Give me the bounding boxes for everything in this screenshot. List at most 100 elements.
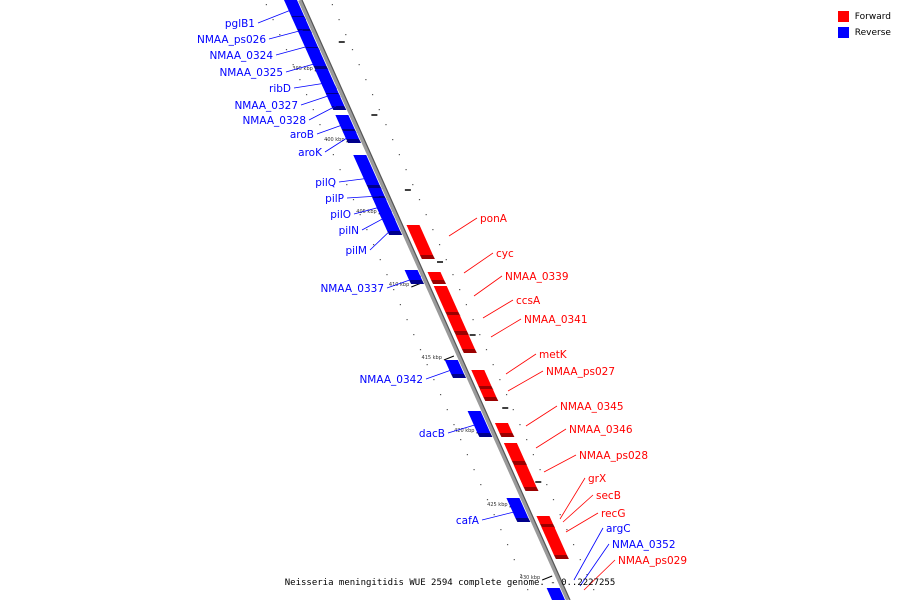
- guide-dot-right: [552, 499, 555, 501]
- gene-block-shadow: [387, 231, 403, 235]
- reverse-gene-block: [321, 85, 339, 93]
- gene-label-leader: [535, 428, 567, 449]
- guide-dot-left: [359, 214, 361, 216]
- guide-dot-left: [473, 469, 475, 471]
- forward-gene-block: [513, 465, 537, 487]
- forward-gene-block: [455, 335, 475, 349]
- gene-label-leader: [369, 227, 394, 251]
- guide-dot-left: [466, 454, 468, 456]
- guide-dot-left: [379, 259, 381, 261]
- reverse-swatch: [837, 27, 849, 38]
- forward-gene-block: [433, 286, 459, 312]
- guide-dot-left: [446, 409, 448, 411]
- guide-dot-right: [412, 184, 414, 186]
- gene-label-leader: [361, 215, 389, 231]
- forward-gene-block: [494, 423, 513, 433]
- legend-forward-label: Forward: [854, 11, 891, 22]
- gene-label: aroB: [290, 129, 314, 141]
- gene-block-shadow: [419, 255, 435, 259]
- kbp-tick-label: 405 kbp: [356, 209, 376, 215]
- kbp-tick-label: 395 kbp: [292, 66, 312, 72]
- guide-dot-left: [506, 544, 509, 546]
- guide-dot-left: [319, 124, 321, 126]
- guide-dot-right: [365, 79, 367, 81]
- guide-dot-right: [492, 364, 494, 366]
- gene-block-shadow: [409, 280, 425, 284]
- guide-dot-right: [519, 424, 521, 426]
- gene-label: dacB: [419, 428, 445, 440]
- guide-dot-right: [438, 244, 441, 246]
- gene-label: pglB1: [225, 18, 255, 30]
- gene-label-leader: [565, 512, 599, 533]
- gene-block-shadow: [461, 349, 477, 353]
- gene-label: recG: [601, 508, 625, 520]
- guide-dot-left: [305, 94, 308, 96]
- forward-gene-block: [406, 225, 433, 255]
- guide-dot-right: [331, 4, 333, 6]
- guide-dot-right: [425, 214, 427, 216]
- gene-block-shadow: [483, 397, 499, 401]
- kbp-tick-label: 430 kbp: [520, 575, 540, 581]
- guide-dot-left: [279, 34, 281, 36]
- genome-backbone: [298, 0, 570, 600]
- gene-label-leader: [447, 423, 479, 434]
- gene-block-shadow: [511, 461, 527, 465]
- guide-dot-right: [378, 109, 380, 111]
- gene-label-leader: [473, 275, 503, 297]
- reverse-gene-block: [506, 498, 529, 518]
- guide-dot-right: [512, 409, 514, 411]
- gene-label: ribD: [269, 83, 291, 95]
- kbp-tick-label: 400 kbp: [324, 137, 344, 143]
- gene-label: pilM: [345, 245, 367, 257]
- guide-dot-left: [419, 349, 422, 351]
- reverse-gene-block: [467, 411, 491, 433]
- reverse-gene-block: [305, 48, 327, 66]
- gene-label-leader: [583, 559, 616, 591]
- gene-label: NMAA_0324: [209, 50, 273, 62]
- kbp-tick-label: 425 kbp: [487, 502, 507, 508]
- forward-gene-block: [446, 315, 467, 331]
- gene-label-leader: [324, 135, 351, 153]
- gene-label: NMAA_ps028: [579, 450, 648, 462]
- guide-dot-left: [386, 274, 388, 276]
- guide-dot-right: [459, 289, 461, 291]
- guide-dot-right: [338, 19, 340, 21]
- guide-dot-right: [499, 379, 501, 381]
- guide-dot-right: [392, 139, 394, 141]
- reverse-gene-block: [291, 17, 310, 29]
- gene-label: pilP: [325, 193, 344, 205]
- guide-dot-left: [299, 79, 301, 81]
- gene-label-leader: [275, 45, 310, 56]
- gene-label: argC: [606, 523, 631, 535]
- gene-label-leader: [481, 511, 515, 521]
- reverse-gene-block: [367, 188, 385, 196]
- gene-block-shadow: [331, 106, 347, 110]
- gene-label-leader: [543, 454, 577, 473]
- guide-dot-right: [452, 274, 454, 276]
- gene-label: pilO: [330, 209, 351, 221]
- gene-block-shadow: [499, 433, 515, 437]
- gene-label: aroK: [298, 147, 323, 159]
- gene-label: NMAA_0337: [320, 283, 384, 295]
- guide-dot-right: [505, 394, 508, 396]
- forward-swatch: [837, 11, 849, 22]
- gene-label-leader: [346, 195, 380, 199]
- reverse-gene-block: [546, 588, 565, 600]
- gene-block-shadow: [431, 280, 447, 284]
- gene-label-leader: [562, 494, 594, 523]
- gene-block-shadow: [453, 331, 469, 335]
- gene-label: ponA: [480, 213, 508, 225]
- gene-label: pilQ: [315, 177, 336, 189]
- gene-label-leader: [293, 82, 327, 89]
- gene-label: NMAA_0327: [234, 100, 298, 112]
- reverse-gene-block: [376, 208, 394, 216]
- forward-gene-block: [471, 370, 492, 386]
- guide-dot-left: [326, 139, 328, 141]
- guide-dot-left: [413, 334, 415, 336]
- gene-label-leader: [505, 353, 537, 375]
- guide-dot-left: [346, 184, 348, 186]
- kbp-tick-label: 415 kbp: [422, 355, 442, 361]
- kbp-tick: [541, 575, 553, 581]
- guide-dot-right: [539, 469, 541, 471]
